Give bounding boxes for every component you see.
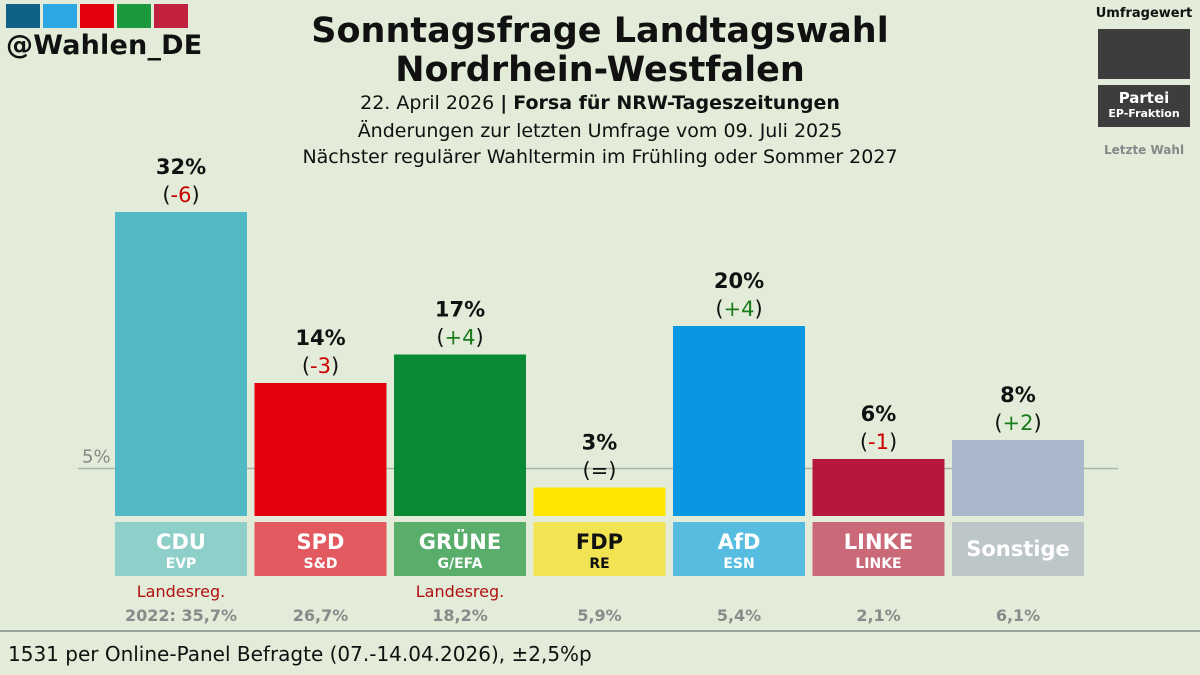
party-label-box <box>394 522 526 576</box>
party-name: GRÜNE <box>419 529 501 554</box>
bar-linke <box>812 459 945 516</box>
last-election-value: 5,9% <box>577 606 621 625</box>
value-label: 32% <box>156 155 206 179</box>
party-faction: G/EFA <box>438 556 483 572</box>
legend-value-box <box>1098 29 1190 79</box>
change-label: (-6) <box>162 183 199 207</box>
bar-cdu <box>115 212 247 516</box>
change-label: (+4) <box>436 326 483 350</box>
legend: Umfragewert Partei EP-Fraktion Letzte Wa… <box>1094 6 1194 157</box>
party-name: LINKE <box>844 530 913 554</box>
change-label: (+4) <box>715 297 762 321</box>
title-line-2: Nordrhein-Westfalen <box>395 50 805 90</box>
party-label-box <box>812 522 945 576</box>
party-name: CDU <box>156 530 206 554</box>
last-election-value: 2,1% <box>856 606 900 625</box>
poll-date: 22. April 2026 <box>360 92 495 114</box>
bar-afd <box>673 326 805 516</box>
last-election-value: 26,7% <box>293 606 349 625</box>
logo-square <box>117 4 151 28</box>
bar-sonstige <box>952 440 1084 516</box>
change-label: (=) <box>582 459 616 483</box>
value-label: 8% <box>1000 383 1036 407</box>
value-label: 6% <box>861 402 897 426</box>
subtitle-date-institute: 22. April 2026 | Forsa für NRW-Tageszeit… <box>200 92 1000 114</box>
logo-square <box>43 4 77 28</box>
legend-party: Partei <box>1118 89 1170 107</box>
value-label: 14% <box>295 326 345 350</box>
legend-faction: EP-Fraktion <box>1108 107 1180 120</box>
party-faction: ESN <box>723 556 754 572</box>
party-label-box <box>254 522 387 576</box>
value-label: 20% <box>714 269 764 293</box>
party-faction: S&D <box>304 556 338 572</box>
party-label-box <box>673 522 805 576</box>
change-label: (+2) <box>994 411 1041 435</box>
poll-institute: Forsa für NRW-Tageszeitungen <box>513 92 840 114</box>
bar-spd <box>254 383 387 516</box>
bar-fdp <box>533 487 666 516</box>
last-election-value: 5,4% <box>717 606 761 625</box>
party-name: AfD <box>718 530 761 554</box>
party-faction: LINKE <box>855 556 901 572</box>
bar-chart: 5% 32% (-6) CDU EVP Landesreg. 2022: 35,7% 14% (… <box>78 155 1118 625</box>
legend-party-box: Partei EP-Fraktion <box>1098 85 1190 127</box>
logo-square <box>80 4 114 28</box>
party-faction: EVP <box>166 556 197 572</box>
value-label: 17% <box>435 298 485 322</box>
government-label: Landesreg. <box>137 582 226 601</box>
legend-last-election: Letzte Wahl <box>1103 143 1185 157</box>
last-election-value: 18,2% <box>432 606 488 625</box>
last-election-value: 6,1% <box>996 606 1040 625</box>
logo-color-squares <box>6 4 188 28</box>
account-handle: @Wahlen_DE <box>6 30 203 61</box>
government-label: Landesreg. <box>416 582 505 601</box>
legend-title: Umfragewert <box>1095 6 1193 21</box>
footer-divider <box>0 630 1200 632</box>
separator: | <box>500 92 508 114</box>
party-label-box <box>952 522 1084 576</box>
next-election-note: Nächster regulärer Wahltermin im Frühlin… <box>302 146 898 168</box>
party-name: Sonstige <box>966 537 1070 561</box>
value-label: 3% <box>582 431 618 455</box>
bar-grüne <box>394 354 526 516</box>
change-label: (-3) <box>302 354 339 378</box>
change-label: (-1) <box>860 430 897 454</box>
title-line-1: Sonntagsfrage Landtagswahl <box>311 11 889 51</box>
footer-sample-info: 1531 per Online-Panel Befragte (07.-14.0… <box>8 642 592 666</box>
threshold-label: 5% <box>82 447 111 468</box>
party-faction: RE <box>589 556 609 572</box>
logo-square <box>6 4 40 28</box>
chart-title: Sonntagsfrage Landtagswahl Nordrhein-Wes… <box>250 12 950 90</box>
changes-note: Änderungen zur letzten Umfrage vom 09. J… <box>357 120 843 142</box>
party-name: SPD <box>297 530 345 554</box>
party-label-box <box>533 522 666 576</box>
last-election-value: 2022: 35,7% <box>125 606 237 625</box>
party-name: FDP <box>576 530 623 554</box>
party-label-box <box>115 522 247 576</box>
logo-square <box>154 4 188 28</box>
